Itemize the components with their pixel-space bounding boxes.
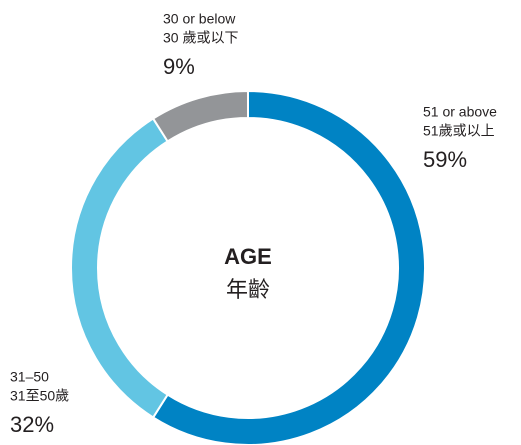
slice-label-zh: 30 歲或以下	[163, 30, 238, 46]
slice-label: 31–50	[10, 369, 49, 385]
slice	[151, 89, 426, 445]
value-label: 9%	[163, 54, 195, 79]
slice	[151, 89, 249, 143]
center-title: AGE	[224, 244, 272, 269]
slice-label: 30 or below	[163, 11, 236, 27]
slice-label-zh: 31至50歲	[10, 388, 69, 404]
center-subtitle: 年齡	[226, 277, 270, 302]
value-label: 32%	[10, 412, 54, 437]
slice	[70, 117, 170, 419]
slice-label: 51 or above	[423, 104, 497, 120]
value-label: 59%	[423, 147, 467, 172]
slice-label-zh: 51歲或以上	[423, 123, 495, 139]
